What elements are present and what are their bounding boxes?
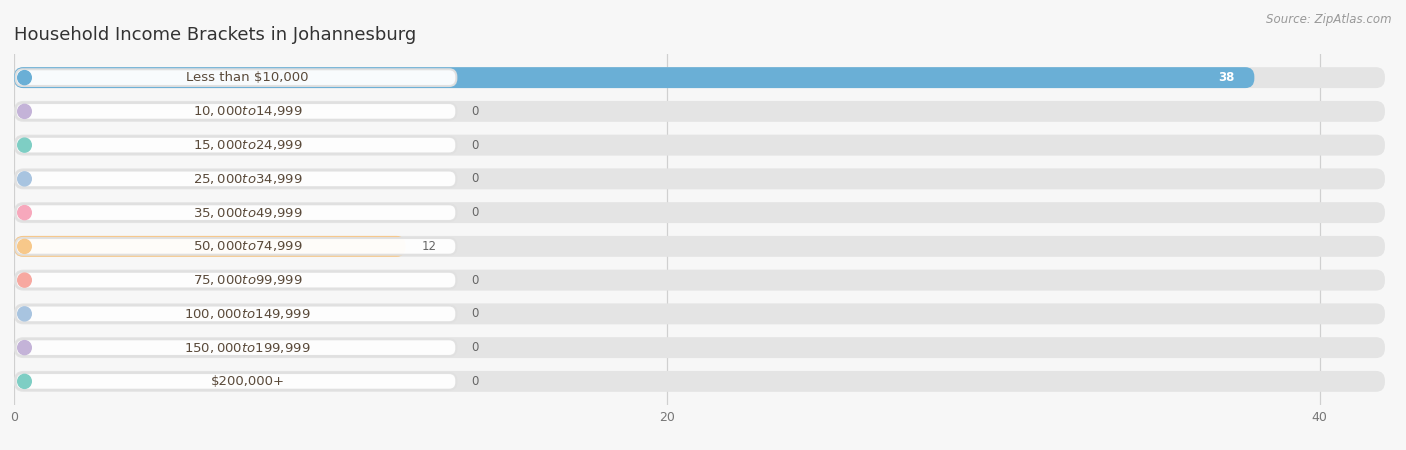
Text: 0: 0 (471, 375, 478, 388)
Circle shape (18, 307, 31, 321)
Text: Less than $10,000: Less than $10,000 (186, 71, 309, 84)
Text: 0: 0 (471, 307, 478, 320)
Text: 0: 0 (471, 274, 478, 287)
Circle shape (18, 273, 31, 287)
Circle shape (18, 71, 31, 85)
FancyBboxPatch shape (15, 204, 457, 221)
Text: 12: 12 (422, 240, 437, 253)
Text: Household Income Brackets in Johannesburg: Household Income Brackets in Johannesbur… (14, 26, 416, 44)
Text: $150,000 to $199,999: $150,000 to $199,999 (184, 341, 311, 355)
FancyBboxPatch shape (15, 272, 457, 288)
FancyBboxPatch shape (14, 67, 1254, 88)
FancyBboxPatch shape (14, 371, 1385, 392)
FancyBboxPatch shape (14, 236, 406, 257)
FancyBboxPatch shape (15, 171, 457, 187)
Circle shape (18, 172, 31, 186)
FancyBboxPatch shape (14, 101, 1385, 122)
Text: $200,000+: $200,000+ (211, 375, 284, 388)
FancyBboxPatch shape (15, 306, 457, 322)
Text: 0: 0 (471, 206, 478, 219)
FancyBboxPatch shape (15, 103, 457, 120)
Text: $75,000 to $99,999: $75,000 to $99,999 (193, 273, 302, 287)
Text: $10,000 to $14,999: $10,000 to $14,999 (193, 104, 302, 118)
Circle shape (18, 341, 31, 355)
Text: $25,000 to $34,999: $25,000 to $34,999 (193, 172, 302, 186)
Text: 0: 0 (471, 105, 478, 118)
FancyBboxPatch shape (14, 202, 1385, 223)
FancyBboxPatch shape (15, 238, 457, 255)
FancyBboxPatch shape (14, 236, 1385, 257)
FancyBboxPatch shape (14, 168, 1385, 189)
FancyBboxPatch shape (15, 373, 457, 390)
Circle shape (18, 138, 31, 152)
Text: $15,000 to $24,999: $15,000 to $24,999 (193, 138, 302, 152)
Text: 0: 0 (471, 139, 478, 152)
FancyBboxPatch shape (14, 303, 1385, 324)
FancyBboxPatch shape (14, 337, 1385, 358)
FancyBboxPatch shape (14, 135, 1385, 156)
FancyBboxPatch shape (15, 69, 457, 86)
Text: 0: 0 (471, 172, 478, 185)
Text: $100,000 to $149,999: $100,000 to $149,999 (184, 307, 311, 321)
FancyBboxPatch shape (15, 339, 457, 356)
Circle shape (18, 104, 31, 118)
Circle shape (18, 206, 31, 220)
Circle shape (18, 239, 31, 253)
Text: $50,000 to $74,999: $50,000 to $74,999 (193, 239, 302, 253)
Text: Source: ZipAtlas.com: Source: ZipAtlas.com (1267, 14, 1392, 27)
Circle shape (18, 374, 31, 388)
Text: $35,000 to $49,999: $35,000 to $49,999 (193, 206, 302, 220)
Text: 38: 38 (1219, 71, 1234, 84)
FancyBboxPatch shape (14, 270, 1385, 291)
FancyBboxPatch shape (14, 67, 1385, 88)
Text: 0: 0 (471, 341, 478, 354)
FancyBboxPatch shape (15, 137, 457, 153)
